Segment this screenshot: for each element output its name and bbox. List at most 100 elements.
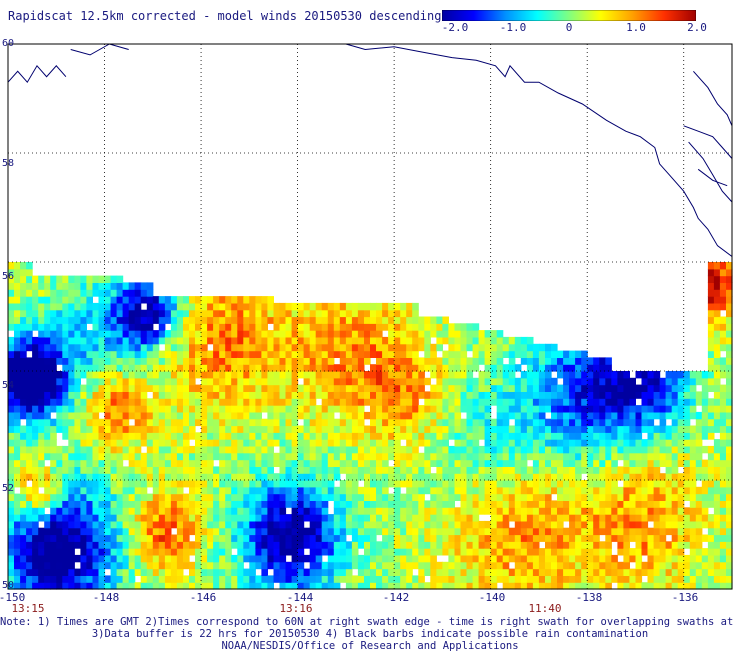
wind-cell xyxy=(424,425,431,433)
wind-cell xyxy=(545,439,552,447)
wind-cell xyxy=(496,548,504,556)
wind-cell xyxy=(297,364,305,372)
wind-cell xyxy=(581,500,588,508)
wind-cell xyxy=(514,432,522,440)
wind-cell xyxy=(376,541,383,549)
wind-cell xyxy=(671,575,679,583)
wind-cell xyxy=(545,405,552,413)
wind-cell xyxy=(726,343,733,352)
wind-cell xyxy=(183,336,190,345)
wind-cell xyxy=(32,350,39,358)
wind-cell xyxy=(659,418,667,427)
wind-cell xyxy=(62,432,69,440)
wind-cell xyxy=(545,500,552,508)
wind-cell xyxy=(243,411,250,420)
wind-cell xyxy=(98,398,106,406)
wind-cell xyxy=(327,473,335,481)
wind-cell xyxy=(484,541,492,549)
wind-cell xyxy=(140,439,148,447)
wind-cell xyxy=(605,554,612,563)
wind-cell xyxy=(538,548,546,556)
wind-cell xyxy=(545,425,552,433)
wind-cell xyxy=(86,418,93,427)
wind-cell xyxy=(183,364,190,372)
wind-cell xyxy=(321,568,329,576)
wind-cell xyxy=(128,473,136,481)
wind-cell xyxy=(255,418,262,427)
wind-cell xyxy=(303,432,311,440)
wind-cell xyxy=(195,534,202,542)
wind-cell xyxy=(50,473,57,481)
wind-cell xyxy=(170,459,178,467)
wind-cell xyxy=(502,377,510,386)
wind-cell xyxy=(189,377,196,386)
wind-cell xyxy=(677,548,685,556)
wind-cell xyxy=(617,384,624,392)
wind-cell xyxy=(98,364,106,372)
wind-cell xyxy=(689,493,697,501)
wind-cell xyxy=(400,336,407,345)
wind-cell xyxy=(146,350,154,358)
wind-cell xyxy=(207,493,214,501)
wind-cell xyxy=(189,445,196,454)
wind-cell xyxy=(243,541,250,549)
wind-cell xyxy=(8,350,15,358)
wind-cell xyxy=(695,418,703,427)
wind-cell xyxy=(80,514,87,522)
wind-cell xyxy=(653,568,661,576)
wind-cell xyxy=(201,439,208,447)
wind-cell xyxy=(394,432,401,440)
wind-cell xyxy=(526,527,534,536)
wind-cell xyxy=(400,541,407,549)
lon-label: -136 xyxy=(671,591,699,604)
wind-cell xyxy=(8,357,15,365)
wind-cell xyxy=(460,371,468,379)
wind-cell xyxy=(569,514,576,522)
wind-cell xyxy=(376,418,383,427)
wind-cell xyxy=(62,350,69,358)
wind-cell xyxy=(424,548,431,556)
wind-cell xyxy=(418,493,425,501)
wind-cell xyxy=(26,582,33,590)
wind-cell xyxy=(309,357,317,365)
wind-cell xyxy=(170,418,178,427)
wind-cell xyxy=(382,398,389,406)
wind-cell xyxy=(357,343,365,352)
wind-cell xyxy=(291,473,299,481)
wind-cell xyxy=(575,514,582,522)
wind-cell xyxy=(50,568,57,576)
wind-cell xyxy=(201,343,208,352)
wind-cell xyxy=(279,452,287,461)
wind-cell xyxy=(189,520,196,529)
wind-cell xyxy=(726,405,733,413)
wind-cell xyxy=(98,384,106,392)
wind-cell xyxy=(225,486,232,495)
wind-cell xyxy=(285,302,293,311)
wind-cell xyxy=(424,432,431,440)
wind-cell xyxy=(74,575,81,583)
wind-cell xyxy=(424,582,431,590)
wind-cell xyxy=(255,534,262,542)
wind-cell xyxy=(8,575,15,583)
wind-cell xyxy=(152,432,160,440)
wind-cell xyxy=(80,554,87,563)
wind-cell xyxy=(164,425,172,433)
wind-cell xyxy=(617,582,624,590)
wind-cell xyxy=(50,364,57,372)
wind-cell xyxy=(569,541,576,549)
wind-cell xyxy=(104,323,112,331)
wind-cell xyxy=(713,459,721,467)
wind-cell xyxy=(545,466,552,474)
wind-cell xyxy=(394,459,401,467)
wind-cell xyxy=(225,316,232,324)
wind-cell xyxy=(152,480,160,488)
wind-cell xyxy=(176,316,184,324)
wind-cell xyxy=(225,405,232,413)
wind-cell xyxy=(56,275,63,283)
wind-cell xyxy=(26,262,33,270)
wind-cell xyxy=(237,405,244,413)
wind-cell xyxy=(557,561,564,570)
wind-cell xyxy=(388,568,395,576)
wind-cell xyxy=(176,459,184,467)
wind-cell xyxy=(502,554,510,563)
